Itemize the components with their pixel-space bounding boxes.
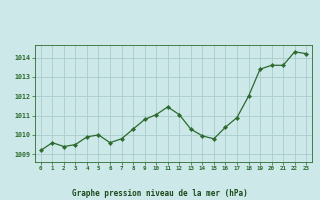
Text: Graphe pression niveau de la mer (hPa): Graphe pression niveau de la mer (hPa) bbox=[72, 189, 248, 198]
